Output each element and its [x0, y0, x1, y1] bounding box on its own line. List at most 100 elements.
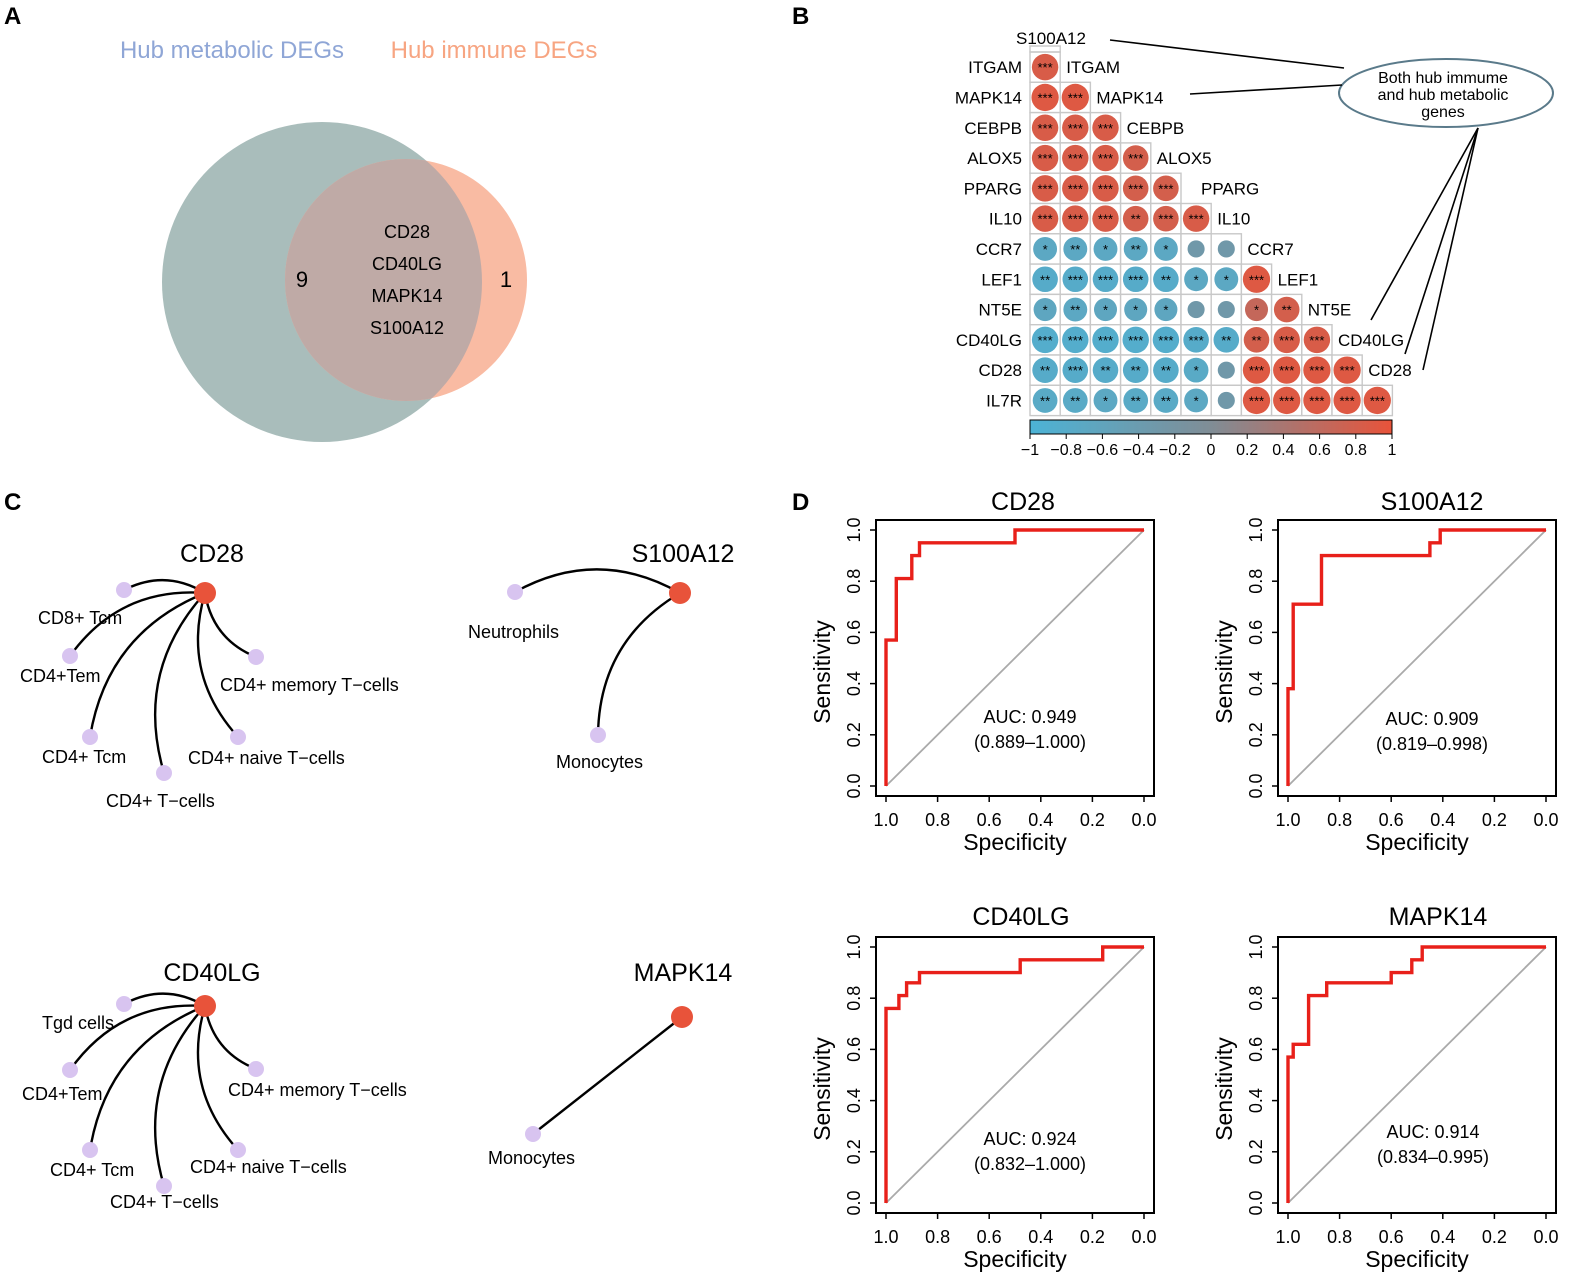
heatmap-row-label: CD28: [979, 361, 1022, 380]
roc-title: CD40LG: [972, 903, 1069, 931]
network-leaf-node: [230, 729, 246, 745]
roc-x-tick-label: 0.4: [1430, 1227, 1455, 1247]
heatmap-significance: ***: [1309, 333, 1324, 348]
colorbar-tick-label: −0.6: [1087, 442, 1119, 459]
heatmap-significance: *: [1254, 303, 1259, 318]
heatmap-significance: *: [1163, 242, 1168, 257]
network-hub-node: [669, 582, 691, 604]
heatmap-circle: [1187, 240, 1205, 258]
network-leaf-node: [82, 729, 98, 745]
roc-ci: (0.819–0.998): [1376, 734, 1488, 754]
roc-plot-frame: [875, 519, 1155, 797]
roc-x-tick-label: 0.2: [1482, 1227, 1507, 1247]
heatmap-circle: [1062, 266, 1089, 293]
heatmap-significance: ***: [1098, 181, 1113, 196]
heatmap-significance: ***: [1158, 212, 1173, 227]
heatmap-circle: [1273, 386, 1301, 415]
heatmap-circle: [1031, 83, 1059, 112]
panel-label: D: [792, 489, 809, 516]
heatmap-circle: [1092, 266, 1119, 293]
colorbar: [1029, 419, 1393, 435]
roc-x-tick-label: 1.0: [1275, 1227, 1300, 1247]
heatmap-significance: ***: [1340, 363, 1355, 378]
roc-y-tick-label: 0.6: [1246, 1037, 1266, 1062]
heatmap-significance: **: [1040, 393, 1050, 408]
heatmap-row-label: CCR7: [976, 240, 1022, 259]
heatmap-significance: ***: [1038, 333, 1053, 348]
network-leaf-node: [507, 584, 523, 600]
heatmap-significance: ***: [1038, 181, 1053, 196]
heatmap-circle: [1184, 267, 1209, 292]
roc-y-tick-label: 0.0: [1246, 1190, 1266, 1215]
roc-y-tick-label: 0.8: [844, 986, 864, 1011]
roc-x-tick-label: 0.4: [1430, 810, 1455, 830]
heatmap-significance: ***: [1128, 333, 1143, 348]
heatmap-significance: *: [1224, 272, 1229, 287]
roc-x-axis-label: Specificity: [963, 829, 1067, 855]
colorbar-tick-label: −0.2: [1159, 442, 1191, 459]
roc-x-tick-label: 0.8: [1327, 1227, 1352, 1247]
network-hub-node: [194, 995, 216, 1017]
roc-y-tick-label: 0.4: [844, 1088, 864, 1113]
heatmap-significance: ***: [1189, 212, 1204, 227]
roc-x-tick-label: 0.8: [925, 1227, 950, 1247]
network-hub-title: S100A12: [632, 540, 735, 568]
heatmap-significance: **: [1161, 393, 1171, 408]
roc-title: S100A12: [1381, 488, 1484, 516]
annotation-text: and hub metabolic: [1378, 87, 1509, 104]
heatmap-circle: [1122, 205, 1149, 232]
heatmap-circle: [1214, 267, 1239, 292]
roc-x-tick-label: 0.6: [977, 810, 1002, 830]
heatmap-circle: [1122, 266, 1149, 293]
roc-auc: AUC: 0.949: [983, 707, 1076, 727]
colorbar-tick-label: −0.4: [1123, 442, 1155, 459]
heatmap-significance: ***: [1068, 333, 1083, 348]
annotation-ellipse: [1338, 58, 1554, 128]
heatmap-circle: [1031, 144, 1059, 172]
heatmap-circle: [1062, 175, 1089, 202]
roc-y-axis-label: Sensitivity: [809, 620, 835, 724]
roc-diagonal: [1287, 946, 1547, 1204]
heatmap-significance: ***: [1038, 60, 1053, 75]
roc-auc: AUC: 0.909: [1385, 709, 1478, 729]
roc-x-tick-label: 1.0: [1275, 810, 1300, 830]
heatmap-diag-label: LEF1: [1278, 270, 1319, 289]
heatmap-circle: [1032, 357, 1058, 383]
heatmap-significance: ***: [1098, 151, 1113, 166]
heatmap-circle: [1153, 357, 1179, 383]
heatmap-significance: *: [1103, 303, 1108, 318]
heatmap-row-label: IL10: [989, 210, 1022, 229]
heatmap-circle: [1031, 114, 1059, 141]
heatmap-circle: [1122, 175, 1149, 202]
network-edge: [123, 992, 206, 1008]
heatmap-significance: ***: [1068, 90, 1083, 105]
heatmap-circle: [1153, 266, 1179, 293]
network-edge: [532, 1016, 683, 1135]
heatmap-circle: [1092, 205, 1119, 232]
heatmap-row-label: CD40LG: [956, 331, 1022, 350]
roc-x-tick-label: 0.2: [1080, 810, 1105, 830]
roc-y-tick-label: 0.6: [844, 1037, 864, 1062]
roc-x-axis-label: Specificity: [1365, 829, 1469, 855]
heatmap-significance: *: [1043, 303, 1048, 318]
heatmap-circle: [1182, 205, 1210, 232]
heatmap-circle: [1032, 388, 1058, 413]
venn-intersection-gene: S100A12: [370, 318, 444, 338]
roc-y-tick-label: 0.0: [844, 1190, 864, 1215]
heatmap-diag-label: CEBPB: [1127, 119, 1185, 138]
heatmap-significance: ***: [1128, 151, 1143, 166]
roc-plot-frame: [1277, 519, 1557, 797]
roc-title: CD28: [991, 488, 1055, 516]
roc-title: MAPK14: [1389, 903, 1488, 931]
network-hub-title: CD28: [180, 540, 244, 568]
colorbar-tick-label: −1: [1021, 442, 1039, 459]
heatmap-significance: ***: [1038, 151, 1053, 166]
roc-diagonal: [885, 946, 1145, 1204]
heatmap-circle: [1031, 326, 1059, 354]
heatmap-circle: [1033, 298, 1057, 322]
heatmap-circle: [1063, 237, 1088, 261]
heatmap-row-label: ITGAM: [968, 58, 1022, 77]
roc-y-axis-label: Sensitivity: [1211, 620, 1237, 724]
heatmap-significance: ***: [1068, 151, 1083, 166]
